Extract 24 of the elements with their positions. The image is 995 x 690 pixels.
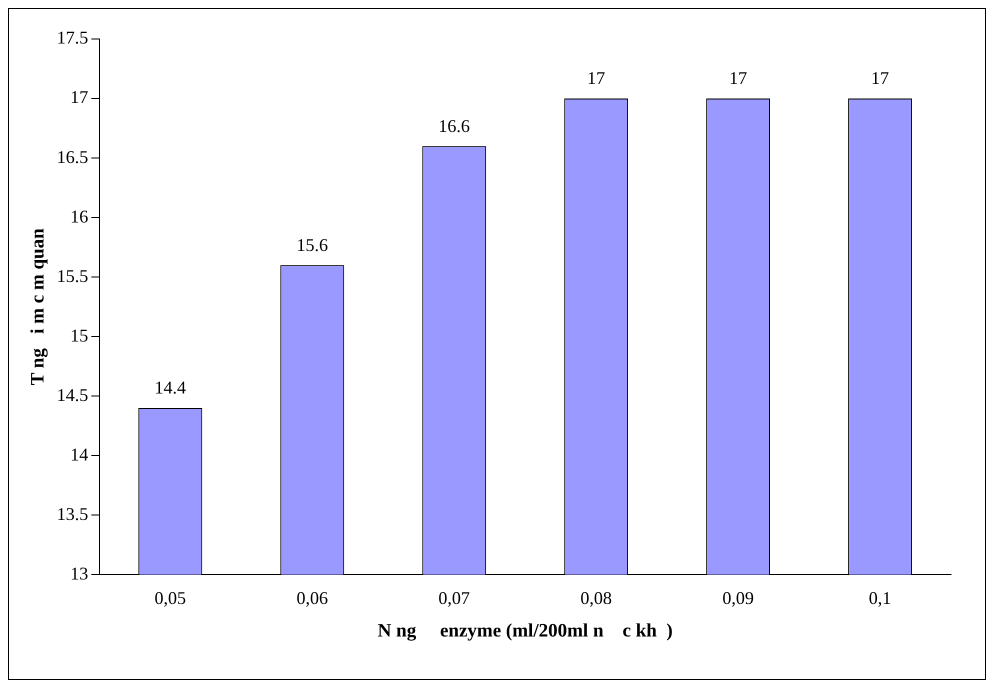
y-tick-label: 13.5	[56, 504, 88, 524]
x-tick-label: 0,08	[580, 588, 612, 608]
x-tick-label: 0,05	[154, 588, 186, 608]
x-tick-label: 0,09	[722, 588, 754, 608]
y-tick-label: 14.5	[56, 384, 88, 405]
x-tick-label: 0,06	[296, 588, 328, 608]
data-label: 14.4	[154, 378, 186, 398]
data-label: 17	[871, 68, 890, 88]
x-tick-label: 0,1	[868, 588, 892, 608]
data-label: 17	[729, 68, 748, 88]
y-tick-label: 16	[70, 206, 88, 226]
y-tick-label: 14	[70, 444, 88, 464]
data-label: 16.6	[438, 116, 470, 136]
y-tick-label: 16.5	[56, 146, 88, 167]
y-tick-label: 15.5	[56, 266, 88, 286]
data-label: 17	[587, 68, 606, 88]
y-axis-title: T ng i m c m quan	[27, 228, 48, 386]
data-label: 15.6	[296, 234, 328, 255]
y-tick-label: 17.5	[56, 28, 88, 48]
y-tick-label: 17	[70, 87, 88, 108]
x-tick-label: 0,07	[438, 588, 470, 608]
y-tick-label: 13	[70, 563, 88, 584]
y-tick-label: 15	[70, 325, 88, 346]
x-axis-title: N ng enzyme (ml/200ml n c kh )	[378, 620, 673, 642]
